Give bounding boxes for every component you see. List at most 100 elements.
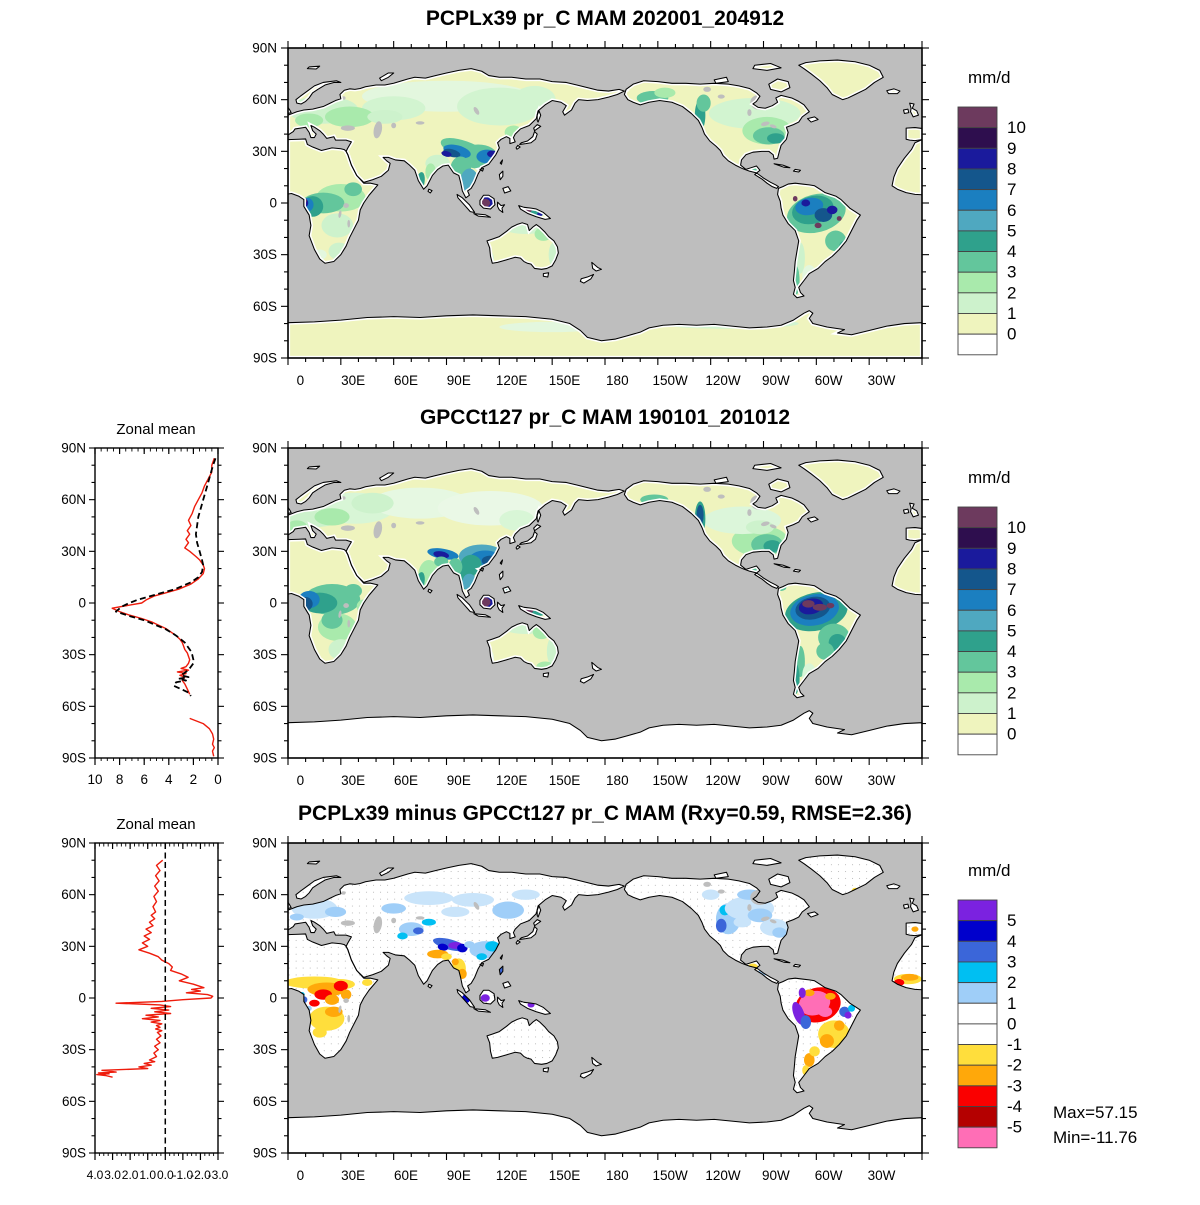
colorbar-label: 5 bbox=[1007, 621, 1016, 640]
coast-africa bbox=[288, 933, 379, 1059]
zonal-x-label: -3.0 bbox=[208, 1168, 229, 1182]
colorbar-box bbox=[957, 940, 998, 963]
field-blob bbox=[324, 1006, 343, 1017]
coast-eurasia bbox=[288, 863, 625, 994]
zonal-series-obs bbox=[115, 458, 217, 697]
coast-africaW bbox=[891, 539, 922, 596]
zonal-lat-label: 90S bbox=[62, 751, 86, 766]
coast-hainan bbox=[479, 568, 485, 572]
lake bbox=[415, 521, 425, 525]
colorbar-box bbox=[957, 671, 998, 694]
lon-tick-label: 30W bbox=[868, 373, 896, 388]
lake bbox=[717, 889, 725, 894]
coast-nzN bbox=[591, 261, 603, 272]
field-blob bbox=[441, 150, 452, 157]
coast-africa bbox=[288, 138, 379, 264]
lat-tick-label: 0 bbox=[269, 991, 277, 1006]
coast-newguinea bbox=[518, 605, 551, 620]
lon-tick-label: 120W bbox=[705, 373, 741, 388]
zonal-frame bbox=[94, 447, 219, 759]
coast-borneo bbox=[479, 989, 496, 1005]
coast-ellesmere bbox=[752, 857, 782, 866]
land-africaW bbox=[892, 139, 922, 195]
coast-namerica bbox=[623, 480, 810, 589]
lon-tick-label: 120E bbox=[496, 373, 528, 388]
coast-nzS bbox=[579, 673, 595, 684]
world-map-obs bbox=[288, 448, 922, 758]
lake bbox=[760, 121, 770, 127]
colorbar-box bbox=[957, 527, 998, 549]
lon-tick-label: 0 bbox=[297, 773, 305, 788]
coast-novaya bbox=[379, 72, 395, 82]
coast-svalbard bbox=[306, 860, 321, 865]
lake bbox=[769, 124, 777, 129]
colorbar-box bbox=[957, 333, 998, 356]
coast-nzS bbox=[579, 1068, 595, 1079]
field-blob bbox=[802, 600, 815, 608]
zonal-lat-label: 90N bbox=[61, 836, 86, 851]
lon-tick-label: 0 bbox=[297, 373, 305, 388]
lake bbox=[347, 219, 351, 228]
colorbar-label: 9 bbox=[1007, 539, 1016, 558]
lake bbox=[473, 106, 480, 115]
coast-java bbox=[473, 613, 492, 618]
colorbar-label: 0 bbox=[1007, 325, 1016, 344]
field-blob bbox=[437, 943, 449, 951]
lon-tick-label: 60E bbox=[394, 1168, 418, 1183]
coast-srilanka bbox=[427, 983, 433, 989]
lon-tick-label: 120E bbox=[496, 773, 528, 788]
land-antarctica bbox=[288, 1105, 922, 1153]
lake bbox=[341, 891, 346, 895]
zonal-lat-label: 30N bbox=[61, 544, 86, 559]
lat-tick-label: 90S bbox=[253, 351, 277, 366]
coastlines-model bbox=[288, 59, 922, 358]
lon-tick-label: 0 bbox=[297, 1168, 305, 1183]
zonal-lat-label: 90N bbox=[61, 441, 86, 456]
coast-cuba bbox=[773, 163, 791, 169]
field-blob bbox=[814, 222, 822, 229]
colorbar-box bbox=[957, 899, 998, 922]
coast-sakhalin bbox=[536, 110, 542, 123]
zonal-x-label: 0.0 bbox=[157, 1168, 174, 1182]
coast-mindanao bbox=[502, 186, 512, 194]
field-blob bbox=[397, 932, 408, 940]
colorbar-box bbox=[957, 271, 998, 294]
coast-honshu bbox=[519, 531, 538, 545]
colorbar-label: -5 bbox=[1007, 1118, 1022, 1137]
land-namerica bbox=[624, 80, 810, 189]
zonal-lat-label: 0 bbox=[78, 991, 86, 1006]
coast-sumatra bbox=[456, 593, 476, 613]
coast-scandinavia bbox=[295, 480, 342, 505]
lake bbox=[747, 109, 752, 117]
coast-samerica bbox=[777, 977, 861, 1094]
coast-eurasia bbox=[288, 468, 625, 599]
field-blob bbox=[715, 918, 727, 933]
coast-iberia bbox=[905, 922, 922, 937]
colorbar-box bbox=[957, 127, 998, 149]
lon-tick-label: 150W bbox=[653, 773, 689, 788]
lake bbox=[717, 94, 725, 99]
colorbar-label: 7 bbox=[1007, 580, 1016, 599]
lon-tick-label: 150E bbox=[549, 1168, 581, 1183]
lake bbox=[473, 901, 480, 910]
land-antarctica bbox=[288, 710, 922, 758]
zonal-lat-label: 60N bbox=[61, 492, 86, 507]
coast-newfoundland bbox=[806, 911, 819, 918]
coast-hainan bbox=[479, 963, 485, 967]
zonal-x-label: 0 bbox=[214, 772, 222, 787]
coast-iceland bbox=[886, 883, 901, 890]
lat-tick-label: 30S bbox=[253, 647, 277, 662]
panel1-title: PCPLx39 pr_C MAM 202001_204912 bbox=[426, 7, 784, 30]
lon-tick-label: 60W bbox=[815, 1168, 843, 1183]
coast-sakhalin bbox=[536, 510, 542, 523]
coast-iberia bbox=[905, 527, 922, 542]
lon-tick-label: 90W bbox=[762, 773, 790, 788]
field-blob bbox=[309, 999, 320, 1007]
field-blob bbox=[800, 1015, 812, 1029]
coast-sulawesi bbox=[497, 601, 506, 613]
panel3-title: PCPLx39 minus GPCCt127 pr_C MAM (Rxy=0.5… bbox=[298, 802, 912, 825]
lake bbox=[343, 603, 349, 608]
